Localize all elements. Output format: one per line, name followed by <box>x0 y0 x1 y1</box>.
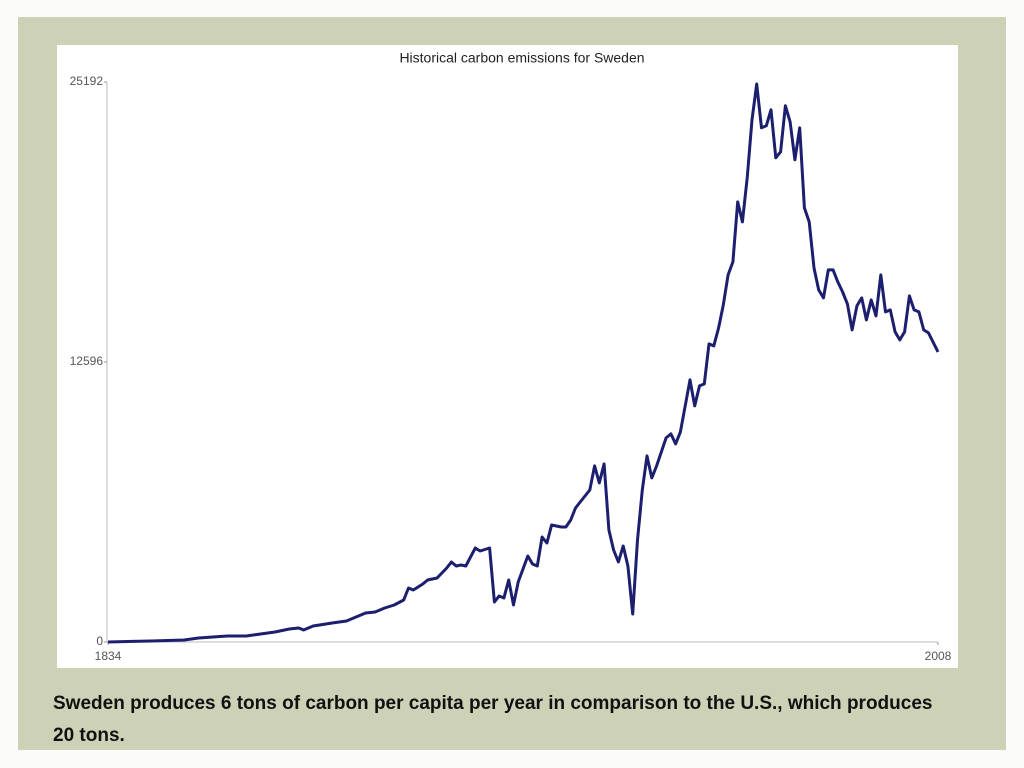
caption: Sweden produces 6 tons of carbon per cap… <box>53 693 933 746</box>
x-tick-label: 2008 <box>925 649 952 663</box>
y-tick-label: 0 <box>96 634 103 648</box>
y-tick-label: 25192 <box>70 74 104 88</box>
y-tick-label: 12596 <box>70 354 104 368</box>
chart-title: Historical carbon emissions for Sweden <box>399 50 644 66</box>
data-line <box>107 82 940 644</box>
x-tick-label: 1834 <box>95 649 122 663</box>
chart-panel <box>57 45 958 668</box>
